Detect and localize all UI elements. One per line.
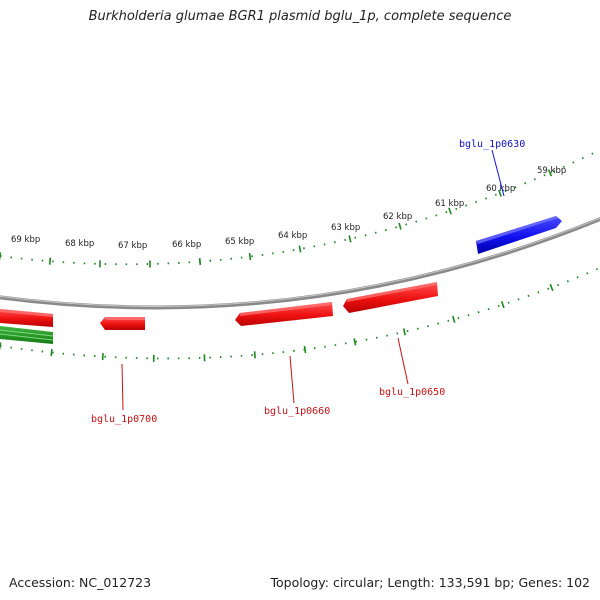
gene-bglu_1p0650[interactable] (343, 282, 438, 313)
topology-summary-text: Topology: circular; Length: 133,591 bp; … (270, 575, 591, 590)
kbp-label-63: 63 kbp (331, 223, 360, 233)
gene-label-bglu_1p0700[interactable]: bglu_1p0700 (91, 414, 157, 425)
kbp-label-62: 62 kbp (383, 212, 412, 222)
gene-label-bglu_1p0650[interactable]: bglu_1p0650 (379, 387, 445, 398)
inner-major-tick (549, 283, 554, 292)
gene-label-bglu_1p0660[interactable]: bglu_1p0660 (264, 406, 330, 417)
kbp-label-65: 65 kbp (225, 237, 254, 247)
outer-major-tick (547, 169, 553, 177)
kbp-label-61: 61 kbp (435, 199, 464, 209)
outer-major-tick (0, 252, 2, 260)
gene-bglu_1p0660[interactable] (235, 302, 333, 326)
map-title: Burkholderia glumae BGR1 plasmid bglu_1p… (88, 9, 512, 24)
kbp-label-69: 69 kbp (11, 235, 40, 245)
kbp-label-60: 60 kbp (486, 184, 515, 194)
inner-major-tick (452, 315, 456, 323)
gene-edge-green[interactable] (0, 326, 54, 344)
inner-major-tick (353, 338, 357, 346)
gene-bglu_1p0700[interactable] (100, 317, 145, 330)
kbp-labels: 59 kbp 60 kbp 61 kbp 62 kbp 63 kbp 64 kb… (11, 166, 566, 251)
inner-major-tick (500, 301, 505, 309)
inner-major-tick (303, 345, 307, 354)
kbp-label-59: 59 kbp (537, 166, 566, 176)
inner-major-ticks (0, 283, 554, 362)
leader-bglu_1p0630 (491, 149, 505, 197)
plasmid-backbone-highlight (0, 217, 600, 307)
leader-bglu_1p0650 (397, 337, 409, 385)
outer-major-tick (48, 257, 52, 265)
inner-major-tick (0, 342, 2, 350)
outer-tick-ring (0, 149, 600, 266)
inner-major-tick (50, 348, 53, 357)
kbp-label-66: 66 kbp (172, 240, 201, 250)
gene-bglu_1p0630[interactable] (476, 216, 562, 254)
outer-major-tick (348, 235, 352, 243)
inner-major-tick (402, 328, 406, 336)
gene-label-bglu_1p0630[interactable]: bglu_1p0630 (459, 139, 525, 150)
kbp-label-68: 68 kbp (65, 239, 94, 249)
outer-major-tick (498, 189, 502, 197)
gene-edge-red[interactable] (0, 309, 53, 327)
outer-major-tick (248, 253, 252, 261)
outer-major-tick (398, 222, 402, 230)
outer-major-ticks (0, 169, 553, 268)
leader-bglu_1p0700 (121, 363, 124, 411)
kbp-label-67: 67 kbp (118, 241, 147, 251)
outer-major-tick (298, 245, 302, 253)
plasmid-backbone (0, 216, 600, 310)
kbp-label-64: 64 kbp (278, 231, 307, 241)
outer-major-tick (198, 258, 202, 266)
leader-bglu_1p0660 (289, 355, 295, 404)
accession-text: Accession: NC_012723 (9, 575, 152, 590)
outer-major-tick (448, 207, 452, 215)
inner-major-tick (253, 351, 256, 359)
